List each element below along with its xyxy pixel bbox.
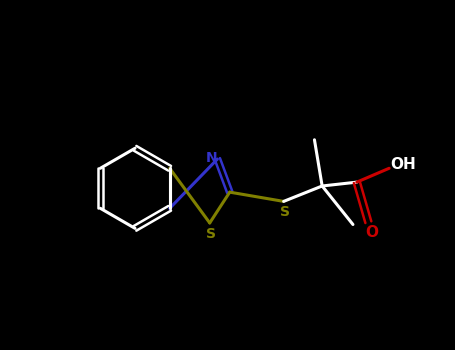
Text: S: S — [206, 227, 216, 241]
Text: O: O — [366, 225, 379, 240]
Text: S: S — [280, 205, 290, 219]
Text: OH: OH — [390, 157, 416, 172]
Text: N: N — [206, 150, 217, 164]
